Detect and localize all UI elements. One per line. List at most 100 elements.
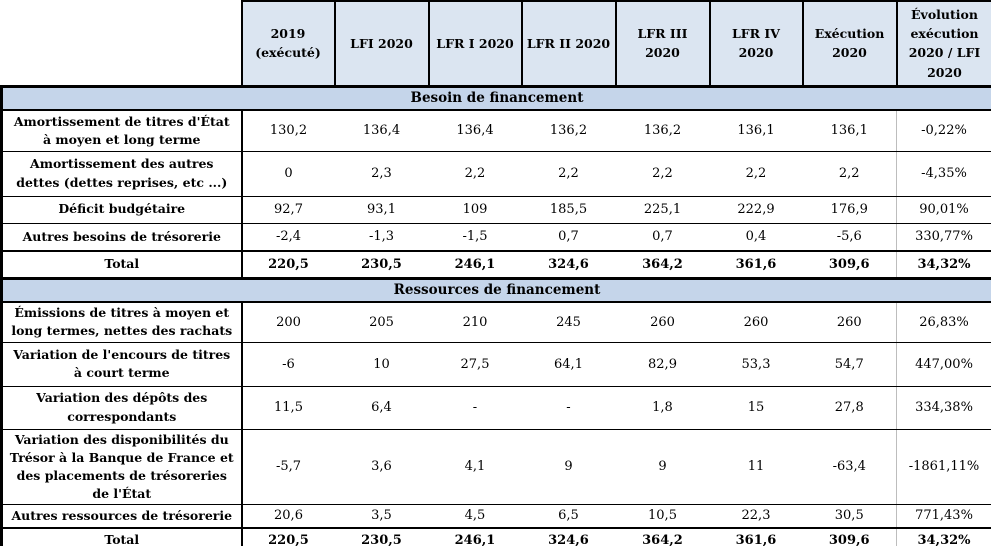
table-row-amortissement-autres-dettes: Amortissement des autres dettes (dettes … [0,150,991,197]
table-row-variation-disponibilites: Variation des disponibilités du Trésor à… [0,428,991,505]
value-cell: 130,2 [241,109,335,152]
evolution-cell: -0,22% [896,109,991,152]
value-cell: -1,3 [334,222,429,252]
header-row: 2019 (exécuté) LFI 2020 LFR I 2020 LFR I… [1,0,991,87]
col-header-evolution: Évolution exécution 2020 / LFI 2020 [895,0,991,87]
total-cell: 220,5 [241,250,335,279]
row-label: Amortissement des autres dettes (dettes … [0,150,243,197]
row-label: Variation de l'encours de titres à court… [0,341,243,387]
table-row-variation-encours: Variation de l'encours de titres à court… [0,341,991,387]
total-cell: 220,5 [241,526,335,546]
value-cell: 2,2 [709,150,803,197]
value-cell: 15 [709,385,803,430]
value-cell: 0,4 [709,222,803,252]
row-label-total: Total [0,526,243,546]
corner-cell [1,1,242,86]
table-row-autres-besoins: Autres besoins de trésorerie -2,4 -1,3 -… [0,222,991,252]
value-cell: -63,4 [802,428,897,505]
value-cell: 10 [334,341,429,387]
value-cell: 27,8 [802,385,897,430]
row-label: Amortissement de titres d'État à moyen e… [0,109,243,152]
value-cell: 3,5 [334,504,429,528]
row-label: Variation des disponibilités du Trésor à… [0,428,243,505]
value-cell: 260 [709,301,803,343]
value-cell: -6 [241,341,335,387]
total-cell: 309,6 [802,526,897,546]
value-cell: 6,4 [334,385,429,430]
value-cell: 82,9 [615,341,710,387]
value-cell: -5,7 [241,428,335,505]
section-title: Besoin de financement [0,84,991,111]
value-cell: 205 [334,301,429,343]
row-label-total: Total [0,250,243,279]
value-cell: -5,6 [802,222,897,252]
total-cell: 364,2 [615,250,710,279]
value-cell: 0 [241,150,335,197]
section-band-besoin: Besoin de financement [0,84,991,111]
evolution-cell: -1861,11% [896,428,991,505]
value-cell: 30,5 [802,504,897,528]
table-row-variation-depots: Variation des dépôts des correspondants … [0,385,991,430]
total-cell: 230,5 [334,526,429,546]
value-cell: - [521,385,616,430]
value-cell: 136,4 [334,109,429,152]
total-cell: 364,2 [615,526,710,546]
value-cell: 1,8 [615,385,710,430]
section-title: Ressources de financement [0,276,991,303]
value-cell: 0,7 [521,222,616,252]
value-cell: 260 [802,301,897,343]
evolution-cell: 447,00% [896,341,991,387]
total-cell: 246,1 [428,526,522,546]
value-cell: 4,5 [428,504,522,528]
col-header-lfr3-2020: LFR III 2020 [614,0,711,87]
evolution-cell: -4,35% [896,150,991,197]
value-cell: - [428,385,522,430]
value-cell: 11,5 [241,385,335,430]
row-label: Autres besoins de trésorerie [0,222,243,252]
col-header-lfi-2020: LFI 2020 [333,0,430,87]
evolution-cell: 26,83% [896,301,991,343]
total-cell: 324,6 [521,526,616,546]
value-cell: 245 [521,301,616,343]
total-evolution-cell: 34,32% [896,250,991,279]
row-label: Émissions de titres à moyen et long term… [0,301,243,343]
evolution-cell: 334,38% [896,385,991,430]
value-cell: 54,7 [802,341,897,387]
value-cell: 2,2 [521,150,616,197]
row-label: Autres ressources de trésorerie [0,504,243,528]
value-cell: 3,6 [334,428,429,505]
table-row-emissions-titres: Émissions de titres à moyen et long term… [0,301,991,343]
value-cell: 27,5 [428,341,522,387]
value-cell: 210 [428,301,522,343]
evolution-cell: 90,01% [896,195,991,224]
value-cell: 2,2 [802,150,897,197]
value-cell: 176,9 [802,195,897,224]
total-cell: 309,6 [802,250,897,279]
table-row-autres-ressources: Autres ressources de trésorerie 20,6 3,5… [0,504,991,528]
value-cell: 222,9 [709,195,803,224]
value-cell: 109 [428,195,522,224]
value-cell: -2,4 [241,222,335,252]
total-cell: 246,1 [428,250,522,279]
evolution-cell: 330,77% [896,222,991,252]
total-cell: 324,6 [521,250,616,279]
value-cell: 2,2 [615,150,710,197]
table-row-total-ressources: Total 220,5 230,5 246,1 324,6 364,2 361,… [0,526,991,546]
value-cell: 92,7 [241,195,335,224]
value-cell: 93,1 [334,195,429,224]
table-row-total-besoin: Total 220,5 230,5 246,1 324,6 364,2 361,… [0,250,991,279]
value-cell: 9 [615,428,710,505]
table-row-amortissement-titres: Amortissement de titres d'État à moyen e… [0,109,991,152]
value-cell: 2,2 [428,150,522,197]
row-label: Déficit budgétaire [0,195,243,224]
section-band-ressources: Ressources de financement [0,276,991,303]
table-row-deficit-budgetaire: Déficit budgétaire 92,7 93,1 109 185,5 2… [0,195,991,224]
value-cell: 225,1 [615,195,710,224]
col-header-execution-2020: Exécution 2020 [801,0,898,87]
value-cell: 136,2 [521,109,616,152]
col-header-lfr2-2020: LFR II 2020 [520,0,617,87]
evolution-cell: 771,43% [896,504,991,528]
value-cell: 64,1 [521,341,616,387]
value-cell: 22,3 [709,504,803,528]
